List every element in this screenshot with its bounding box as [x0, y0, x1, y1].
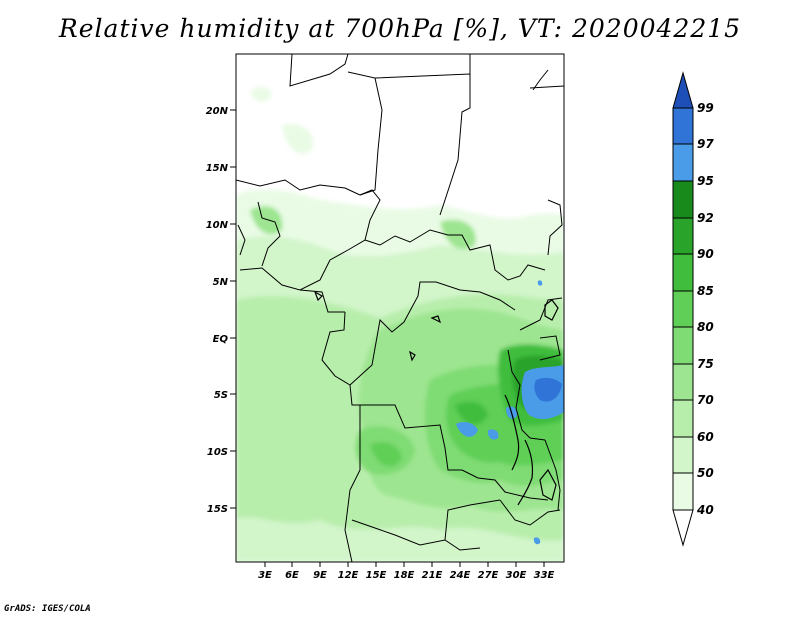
colorbar-segment-95-97 — [672, 143, 694, 182]
lon-label-6e: 6E — [285, 570, 299, 581]
colorbar-label-85: 85 — [697, 284, 714, 298]
lon-tick-3e: 3E — [258, 562, 272, 581]
colorbar-label-70: 70 — [697, 393, 714, 407]
lon-label-18e: 18E — [394, 570, 415, 581]
lon-label-9e: 9E — [313, 570, 327, 581]
colorbar-top-triangle — [672, 71, 694, 109]
colorbar-segment-97-99 — [672, 107, 694, 145]
lon-tick-12e: 12E — [338, 562, 359, 581]
lon-tick-6e: 6E — [285, 562, 299, 581]
lon-label-33e: 33E — [534, 570, 555, 581]
lon-label-3e: 3E — [258, 570, 272, 581]
colorbar-segment-85-90 — [672, 253, 694, 292]
lat-label-5s: 5S — [214, 390, 228, 401]
colorbar-bottom-triangle — [672, 509, 694, 547]
lon-label-12e: 12E — [338, 570, 359, 581]
colorbar-label-40: 40 — [696, 503, 714, 517]
lat-tick-20n: 20N — [206, 106, 236, 117]
colorbar-label-80: 80 — [697, 320, 714, 334]
colorbar-segment-50-60 — [672, 436, 694, 474]
lat-label-eq: EQ — [213, 334, 229, 345]
lon-label-21e: 21E — [422, 570, 443, 581]
lon-tick-9e: 9E — [313, 562, 327, 581]
colorbar-label-99: 99 — [697, 101, 714, 115]
lat-tick-15n: 15N — [206, 163, 236, 174]
lat-label-10s: 10S — [207, 447, 228, 458]
lat-label-15n: 15N — [206, 163, 229, 174]
colorbar-label-75: 75 — [697, 357, 714, 371]
lon-tick-27e: 27E — [478, 562, 499, 581]
lat-label-10n: 10N — [206, 220, 229, 231]
colorbar-segment-70-75 — [672, 363, 694, 401]
colorbar-segment-60-70 — [672, 399, 694, 438]
colorbar-segment-40-50 — [672, 472, 694, 511]
colorbar-label-97: 97 — [697, 137, 714, 151]
colorbar-segment-80-85 — [672, 290, 694, 328]
latitude-axis: 20N 15N 10N 5N EQ 5S 10S 15S — [206, 106, 236, 515]
longitude-axis: 3E 6E 9E 12E 15E 18E 21E 24E 27E 30E 33E — [258, 562, 555, 581]
colorbar-segment-92-95 — [672, 180, 694, 219]
colorbar-label-92: 92 — [697, 211, 714, 225]
lat-tick-eq: EQ — [213, 334, 236, 345]
colorbar-label-90: 90 — [697, 247, 714, 261]
colorbar-label-95: 95 — [697, 174, 714, 188]
chart-title: Relative humidity at 700hPa [%], VT: 202… — [58, 14, 742, 43]
map-frame — [235, 53, 565, 563]
lon-tick-24e: 24E — [450, 562, 471, 581]
lon-tick-33e: 33E — [534, 562, 555, 581]
lat-label-20n: 20N — [206, 106, 229, 117]
colorbar-label-60: 60 — [697, 430, 714, 444]
lat-tick-15s: 15S — [207, 504, 236, 515]
country-boundaries — [236, 54, 564, 562]
lat-tick-5s: 5S — [214, 390, 236, 401]
colorbar-label-50: 50 — [697, 466, 714, 480]
lakes — [313, 290, 559, 506]
lon-tick-18e: 18E — [394, 562, 415, 581]
lon-label-15e: 15E — [366, 570, 387, 581]
lon-tick-30e: 30E — [506, 562, 527, 581]
lat-label-5n: 5N — [213, 277, 229, 288]
colorbar-segment-90-92 — [672, 217, 694, 255]
lon-tick-21e: 21E — [422, 562, 443, 581]
lat-tick-10n: 10N — [206, 220, 236, 231]
lon-label-30e: 30E — [506, 570, 527, 581]
lat-label-15s: 15S — [207, 504, 228, 515]
colorbar-segment-75-80 — [672, 326, 694, 365]
lon-label-27e: 27E — [478, 570, 499, 581]
colorbar: 99 97 95 92 90 85 80 75 70 60 50 40 — [672, 71, 714, 547]
grads-credit: GrADS: IGES/COLA — [4, 604, 91, 614]
lat-tick-5n: 5N — [213, 277, 236, 288]
lat-tick-10s: 10S — [207, 447, 236, 458]
lon-tick-15e: 15E — [366, 562, 387, 581]
lon-label-24e: 24E — [450, 570, 471, 581]
